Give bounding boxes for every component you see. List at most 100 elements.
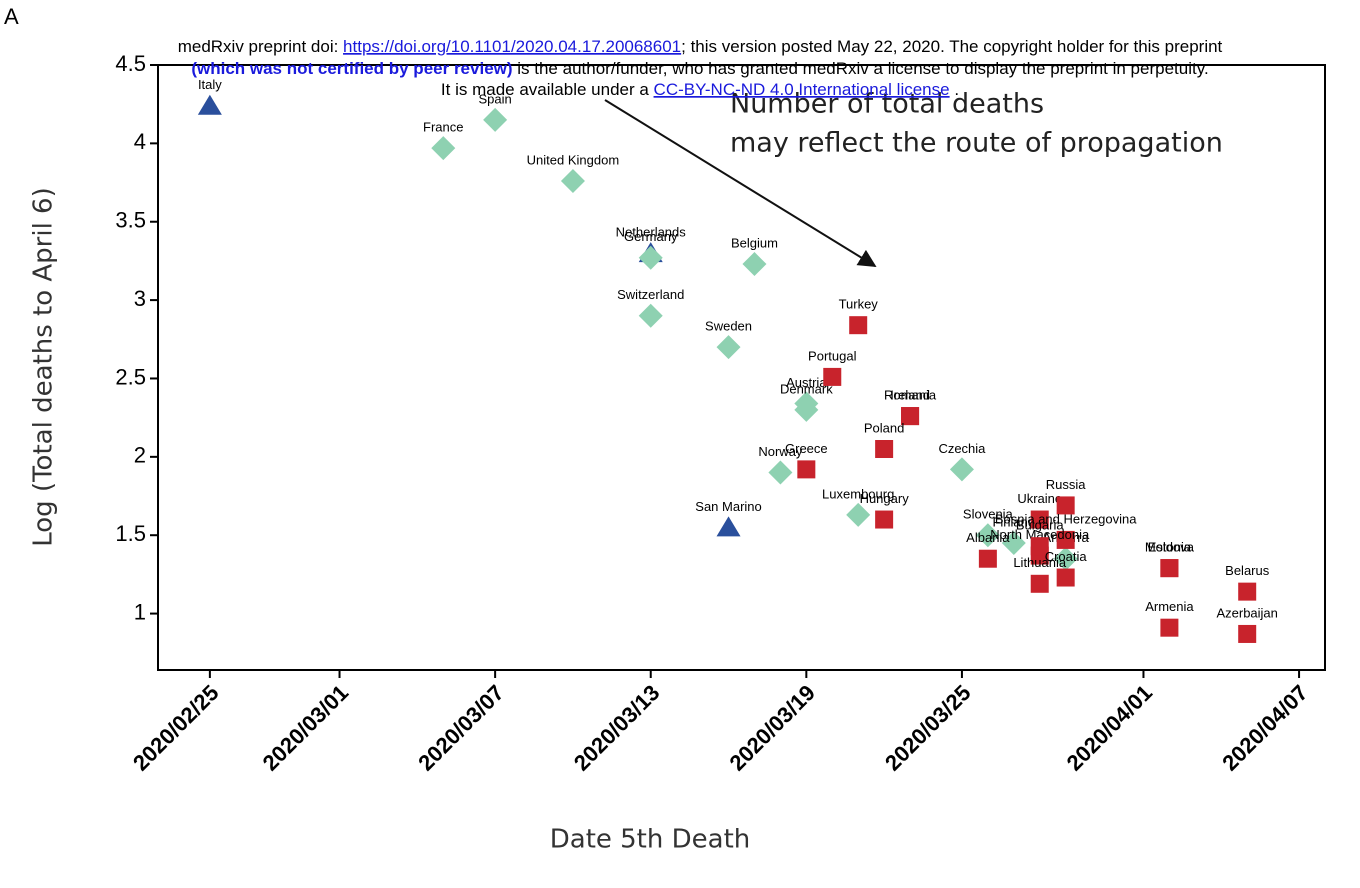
point-label: Azerbaijan [1216, 605, 1277, 620]
annotation: Number of total deaths [730, 89, 1044, 120]
point [1160, 618, 1179, 637]
point-label: United Kingdom [527, 152, 620, 167]
point [638, 245, 663, 270]
point-label: Luxembourg [822, 486, 894, 501]
header-text: is the author/funder, who has granted me… [513, 59, 1209, 78]
x-tick-label: 2020/03/13 [569, 680, 665, 776]
header-line: medRxiv preprint doi: https://doi.org/10… [178, 37, 1223, 56]
point-label: Finland [992, 514, 1035, 529]
point-label: North Macedonia [990, 527, 1090, 542]
x-tick-label: 2020/03/01 [258, 680, 354, 776]
point-label: Romania [884, 388, 937, 403]
point-label: Croatia [1045, 549, 1088, 564]
point-label: Russia [1046, 477, 1087, 492]
license-link[interactable]: CC-BY-NC-ND 4.0 International license [654, 80, 950, 99]
y-tick-label: 1 [134, 599, 146, 624]
point-label: Switzerland [617, 287, 684, 302]
x-tick-label: 2020/04/07 [1217, 680, 1313, 776]
point-label: Lithuania [1013, 555, 1067, 570]
x-tick-label: 2020/04/01 [1062, 680, 1158, 776]
point [949, 457, 974, 482]
point [975, 523, 1000, 548]
doi-link[interactable]: https://doi.org/10.1101/2020.04.17.20068… [343, 37, 681, 56]
x-tick-label: 2020/03/19 [724, 680, 820, 776]
header-line: It is made available under a CC-BY-NC-ND… [441, 80, 959, 99]
point-label: Moldova [1145, 540, 1195, 555]
point [797, 460, 816, 479]
header-text: (which was not certified by peer review) [191, 59, 512, 78]
point [875, 510, 894, 529]
point-label: Estonia [1148, 540, 1192, 555]
x-axis-label: Date 5th Death [550, 825, 751, 855]
point [901, 407, 920, 426]
point-label: Portugal [808, 348, 857, 363]
point-label: Norway [758, 444, 803, 459]
x-tick-label: 2020/03/25 [880, 680, 976, 776]
x-tick-label: 2020/02/25 [128, 680, 224, 776]
header-text: ; this version posted May 22, 2020. The … [681, 37, 1222, 56]
point [1001, 531, 1026, 556]
point [1056, 568, 1075, 587]
y-tick-label: 1.5 [115, 521, 146, 546]
marks: Italy Netherlands San Marino France Spain Uni… [197, 77, 1278, 643]
point [875, 440, 894, 459]
point-label: Albania [966, 530, 1010, 545]
point [978, 549, 997, 568]
y-tick-label: 3.5 [115, 208, 146, 233]
y-tick-label: 4 [134, 129, 146, 154]
point-label: Greece [785, 441, 828, 456]
point [823, 367, 842, 386]
header-text: . [950, 80, 959, 99]
point-label: Ukraine [1017, 491, 1062, 506]
point [849, 316, 868, 335]
point-label: Poland [864, 420, 904, 435]
point-label: Germany [624, 229, 678, 244]
point [742, 252, 767, 277]
point-label: Bosnia and Herzegovina [995, 511, 1137, 526]
point [1030, 537, 1049, 556]
annotation-arrow [604, 99, 877, 267]
point-label: France [423, 120, 463, 135]
point [1160, 559, 1179, 578]
point [483, 107, 508, 132]
y-tick-label: 2.5 [115, 364, 146, 389]
point [794, 397, 819, 422]
point-label: Denmark [780, 381, 833, 396]
header-line: (which was not certified by peer review)… [191, 59, 1208, 78]
point-label: Slovenia [963, 507, 1014, 522]
point-label: Ireland [890, 388, 930, 403]
point-label: Belgium [731, 235, 778, 250]
annotation: may reflect the route of propagation [730, 128, 1223, 159]
point-label: Sweden [705, 319, 752, 334]
point [1030, 510, 1049, 529]
point-label: Spain [479, 91, 512, 106]
point [1056, 496, 1075, 515]
plot-frame [157, 64, 1326, 671]
point [638, 303, 663, 328]
y-tick-label: 3 [134, 286, 146, 311]
y-tick-label: 4.5 [115, 51, 146, 76]
point [1238, 624, 1257, 643]
point-label: Netherlands [616, 225, 687, 240]
point-label: Czechia [938, 441, 986, 456]
point-label: San Marino [695, 499, 761, 514]
y-axis-label: Log (Total deaths to April 6) [29, 187, 59, 547]
point-label: Hungary [860, 491, 910, 506]
point [716, 516, 741, 537]
header-text: It is made available under a [441, 80, 654, 99]
point [1053, 546, 1078, 571]
x-tick-label: 2020/03/07 [413, 680, 509, 776]
point [560, 168, 585, 193]
point [1056, 530, 1075, 549]
point [197, 94, 222, 115]
point-label: Armenia [1145, 599, 1194, 614]
point-label: Turkey [839, 297, 879, 312]
panel-label: A [4, 4, 19, 29]
point-label: Bulgaria [1016, 518, 1064, 533]
point-label: Austria [786, 375, 827, 390]
y-tick-label: 2 [134, 443, 146, 468]
point-label: Italy [198, 77, 222, 92]
point [846, 502, 871, 527]
header-text: medRxiv preprint doi: [178, 37, 343, 56]
